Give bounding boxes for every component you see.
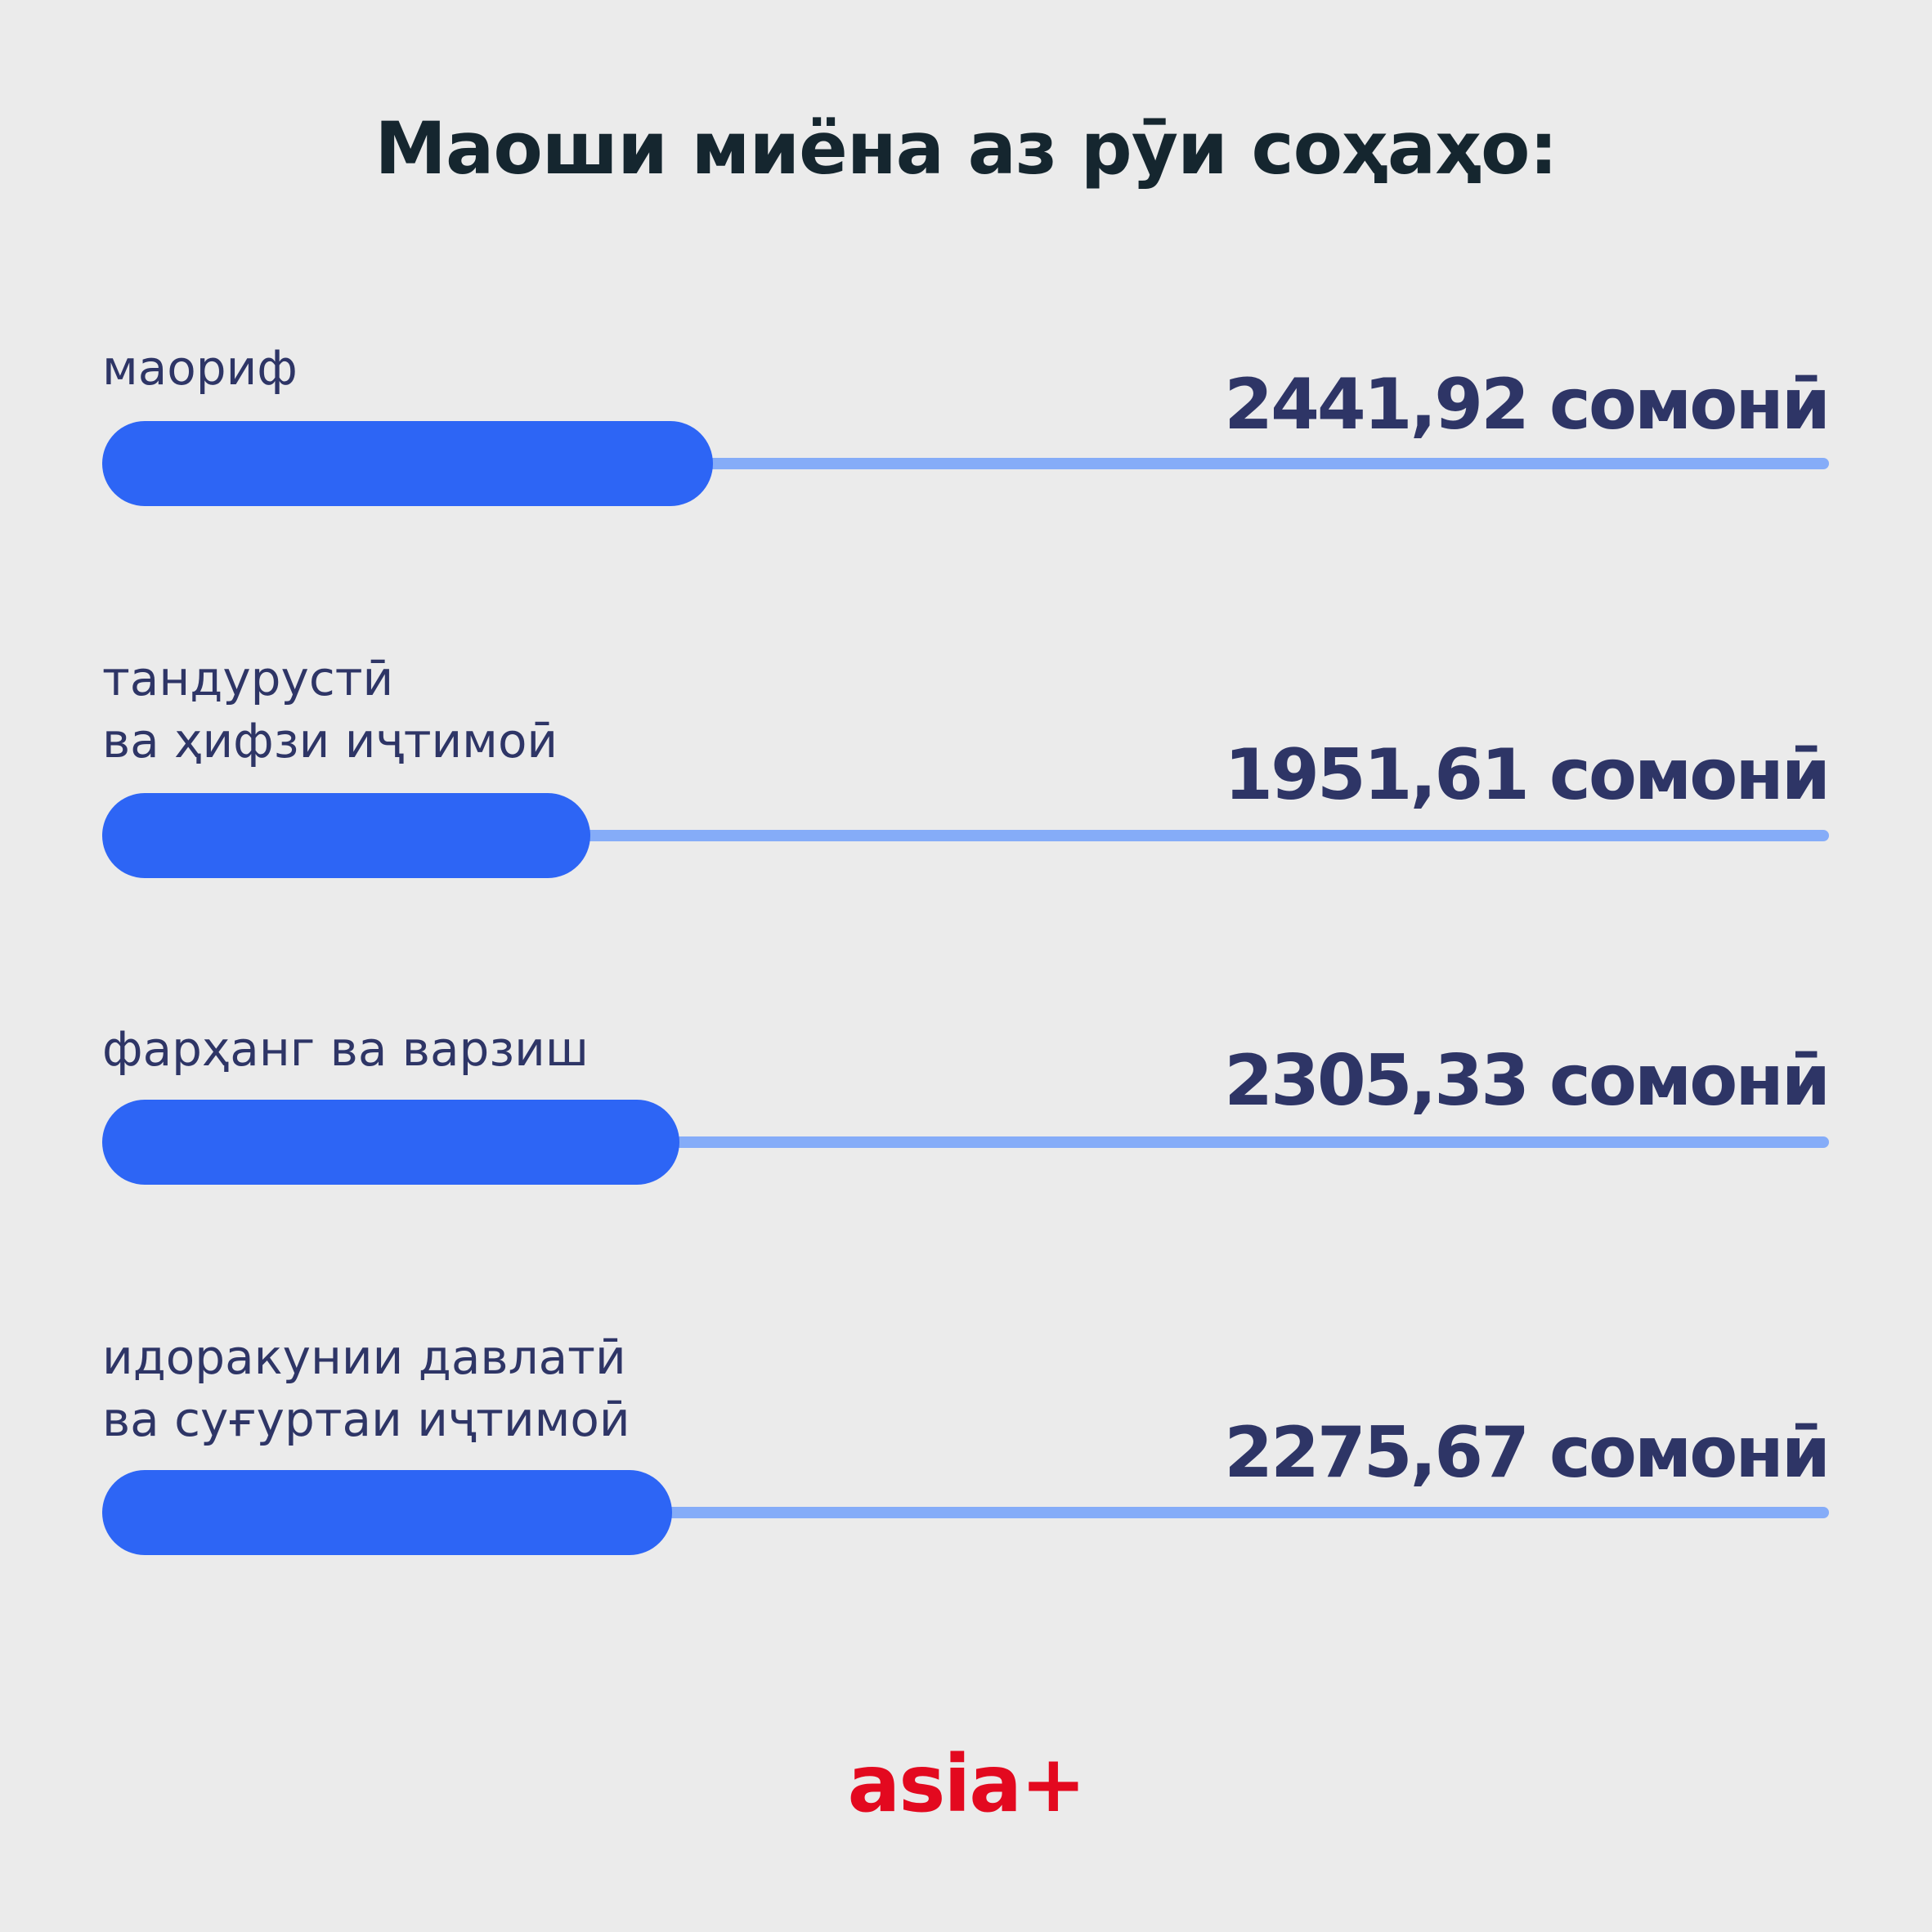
chart-row: фарҳанг ва варзиш 2305,33 сомонӣ — [0, 0, 1932, 1185]
asia-plus-logo: asia+ — [847, 1738, 1086, 1830]
bar — [102, 1100, 679, 1185]
bar — [102, 421, 713, 506]
category-label: маориф — [102, 340, 298, 396]
chart-title: Маоши миёна аз рӯи соҳаҳо: — [374, 106, 1558, 191]
category-label: фарҳанг ва варзиш — [102, 1021, 589, 1077]
chart-row: маориф 2441,92 сомонӣ — [0, 0, 1932, 506]
value-label: 1951,61 сомонӣ — [1224, 734, 1831, 816]
chart-row: тандурустӣ ва ҳифзи иҷтимоӣ 1951,61 сомон… — [0, 0, 1932, 878]
bar — [102, 793, 590, 878]
category-label: идоракунии давлатӣ ва суғуртаи иҷтимоӣ — [102, 1329, 630, 1447]
category-label: тандурустӣ ва ҳифзи иҷтимоӣ — [102, 651, 558, 769]
value-label: 2441,92 сомонӣ — [1224, 364, 1831, 446]
value-label: 2305,33 сомонӣ — [1224, 1040, 1831, 1122]
chart-row: идоракунии давлатӣ ва суғуртаи иҷтимоӣ 22… — [0, 0, 1932, 1555]
bar — [102, 1470, 672, 1555]
value-label: 2275,67 сомонӣ — [1224, 1412, 1831, 1494]
